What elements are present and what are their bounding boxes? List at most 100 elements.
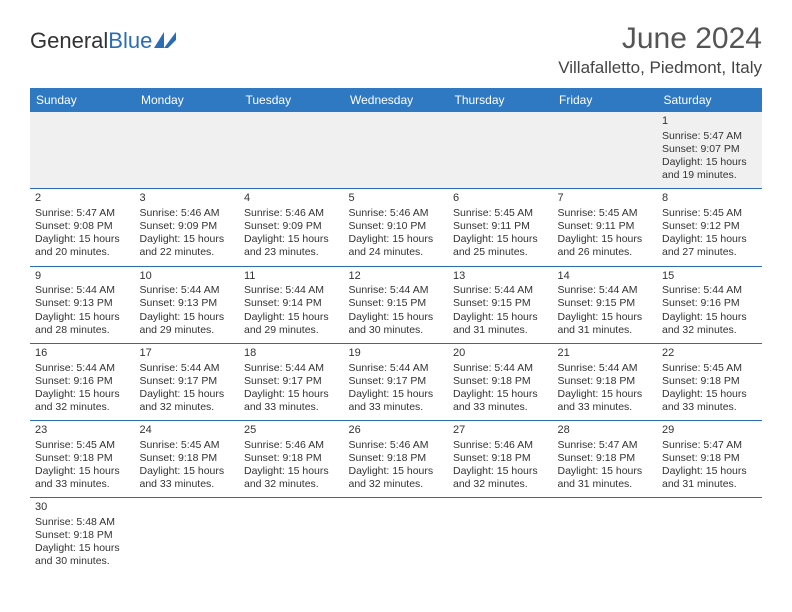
sunset-text: Sunset: 9:18 PM: [558, 452, 653, 465]
sunset-text: Sunset: 9:18 PM: [453, 452, 548, 465]
brand-part2: Blue: [108, 28, 152, 53]
daylight-text: and 29 minutes.: [140, 324, 235, 337]
calendar-cell-empty: [344, 112, 449, 189]
sunrise-text: Sunrise: 5:46 AM: [453, 439, 548, 452]
calendar-cell: 12Sunrise: 5:44 AMSunset: 9:15 PMDayligh…: [344, 266, 449, 343]
calendar-cell: 26Sunrise: 5:46 AMSunset: 9:18 PMDayligh…: [344, 421, 449, 498]
sunrise-text: Sunrise: 5:47 AM: [662, 439, 757, 452]
daylight-text: and 30 minutes.: [349, 324, 444, 337]
daylight-text: Daylight: 15 hours: [140, 311, 235, 324]
daylight-text: and 33 minutes.: [453, 401, 548, 414]
day-number: 17: [140, 347, 235, 361]
sunrise-text: Sunrise: 5:45 AM: [662, 362, 757, 375]
day-number: 26: [349, 424, 444, 438]
sunrise-text: Sunrise: 5:44 AM: [35, 362, 130, 375]
sunset-text: Sunset: 9:18 PM: [349, 452, 444, 465]
calendar-cell-empty: [239, 498, 344, 575]
daylight-text: and 29 minutes.: [244, 324, 339, 337]
brand-logo: GeneralBlue: [30, 28, 180, 54]
sunrise-text: Sunrise: 5:46 AM: [349, 439, 444, 452]
daylight-text: Daylight: 15 hours: [558, 388, 653, 401]
day-number: 6: [453, 192, 548, 206]
calendar-cell-empty: [553, 498, 658, 575]
daylight-text: Daylight: 15 hours: [349, 465, 444, 478]
sunrise-text: Sunrise: 5:44 AM: [349, 284, 444, 297]
sunset-text: Sunset: 9:17 PM: [140, 375, 235, 388]
calendar-table: SundayMondayTuesdayWednesdayThursdayFrid…: [30, 88, 762, 575]
location-subtitle: Villafalletto, Piedmont, Italy: [558, 58, 762, 78]
day-number: 10: [140, 270, 235, 284]
sunset-text: Sunset: 9:17 PM: [244, 375, 339, 388]
daylight-text: and 32 minutes.: [140, 401, 235, 414]
daylight-text: Daylight: 15 hours: [453, 233, 548, 246]
sunset-text: Sunset: 9:18 PM: [662, 452, 757, 465]
calendar-cell: 15Sunrise: 5:44 AMSunset: 9:16 PMDayligh…: [657, 266, 762, 343]
weekday-header: Sunday: [30, 88, 135, 112]
sunset-text: Sunset: 9:18 PM: [453, 375, 548, 388]
brand-part1: General: [30, 28, 108, 53]
calendar-cell-empty: [344, 498, 449, 575]
sunset-text: Sunset: 9:17 PM: [349, 375, 444, 388]
calendar-cell: 10Sunrise: 5:44 AMSunset: 9:13 PMDayligh…: [135, 266, 240, 343]
daylight-text: and 32 minutes.: [244, 478, 339, 491]
calendar-cell: 23Sunrise: 5:45 AMSunset: 9:18 PMDayligh…: [30, 421, 135, 498]
calendar-cell-empty: [448, 498, 553, 575]
sunset-text: Sunset: 9:15 PM: [453, 297, 548, 310]
daylight-text: Daylight: 15 hours: [35, 388, 130, 401]
day-number: 13: [453, 270, 548, 284]
sunrise-text: Sunrise: 5:44 AM: [558, 362, 653, 375]
calendar-cell: 20Sunrise: 5:44 AMSunset: 9:18 PMDayligh…: [448, 343, 553, 420]
sunset-text: Sunset: 9:08 PM: [35, 220, 130, 233]
daylight-text: Daylight: 15 hours: [558, 465, 653, 478]
day-number: 9: [35, 270, 130, 284]
sunset-text: Sunset: 9:11 PM: [558, 220, 653, 233]
calendar-body: 1Sunrise: 5:47 AMSunset: 9:07 PMDaylight…: [30, 112, 762, 575]
calendar-cell-empty: [657, 498, 762, 575]
calendar-row: 1Sunrise: 5:47 AMSunset: 9:07 PMDaylight…: [30, 112, 762, 189]
daylight-text: Daylight: 15 hours: [35, 233, 130, 246]
daylight-text: and 25 minutes.: [453, 246, 548, 259]
day-number: 7: [558, 192, 653, 206]
calendar-cell-empty: [553, 112, 658, 189]
daylight-text: and 33 minutes.: [35, 478, 130, 491]
sunset-text: Sunset: 9:18 PM: [662, 375, 757, 388]
day-number: 24: [140, 424, 235, 438]
sunrise-text: Sunrise: 5:44 AM: [244, 362, 339, 375]
daylight-text: Daylight: 15 hours: [35, 542, 130, 555]
day-number: 2: [35, 192, 130, 206]
daylight-text: Daylight: 15 hours: [140, 233, 235, 246]
sunrise-text: Sunrise: 5:45 AM: [140, 439, 235, 452]
calendar-cell: 3Sunrise: 5:46 AMSunset: 9:09 PMDaylight…: [135, 189, 240, 266]
day-number: 3: [140, 192, 235, 206]
day-number: 20: [453, 347, 548, 361]
sunrise-text: Sunrise: 5:44 AM: [453, 362, 548, 375]
day-number: 22: [662, 347, 757, 361]
weekday-row: SundayMondayTuesdayWednesdayThursdayFrid…: [30, 88, 762, 112]
daylight-text: Daylight: 15 hours: [558, 233, 653, 246]
daylight-text: and 33 minutes.: [140, 478, 235, 491]
calendar-cell-empty: [448, 112, 553, 189]
weekday-header: Tuesday: [239, 88, 344, 112]
daylight-text: Daylight: 15 hours: [35, 311, 130, 324]
sunset-text: Sunset: 9:15 PM: [349, 297, 444, 310]
day-number: 14: [558, 270, 653, 284]
calendar-row: 2Sunrise: 5:47 AMSunset: 9:08 PMDaylight…: [30, 189, 762, 266]
calendar-cell: 13Sunrise: 5:44 AMSunset: 9:15 PMDayligh…: [448, 266, 553, 343]
calendar-cell: 19Sunrise: 5:44 AMSunset: 9:17 PMDayligh…: [344, 343, 449, 420]
sunset-text: Sunset: 9:18 PM: [558, 375, 653, 388]
day-number: 28: [558, 424, 653, 438]
daylight-text: and 32 minutes.: [453, 478, 548, 491]
daylight-text: and 33 minutes.: [662, 401, 757, 414]
sunset-text: Sunset: 9:09 PM: [244, 220, 339, 233]
calendar-cell: 6Sunrise: 5:45 AMSunset: 9:11 PMDaylight…: [448, 189, 553, 266]
calendar-cell: 4Sunrise: 5:46 AMSunset: 9:09 PMDaylight…: [239, 189, 344, 266]
calendar-cell: 24Sunrise: 5:45 AMSunset: 9:18 PMDayligh…: [135, 421, 240, 498]
sunrise-text: Sunrise: 5:44 AM: [453, 284, 548, 297]
day-number: 19: [349, 347, 444, 361]
daylight-text: Daylight: 15 hours: [349, 311, 444, 324]
sunset-text: Sunset: 9:16 PM: [662, 297, 757, 310]
daylight-text: and 32 minutes.: [35, 401, 130, 414]
day-number: 27: [453, 424, 548, 438]
daylight-text: Daylight: 15 hours: [662, 233, 757, 246]
weekday-header: Thursday: [448, 88, 553, 112]
